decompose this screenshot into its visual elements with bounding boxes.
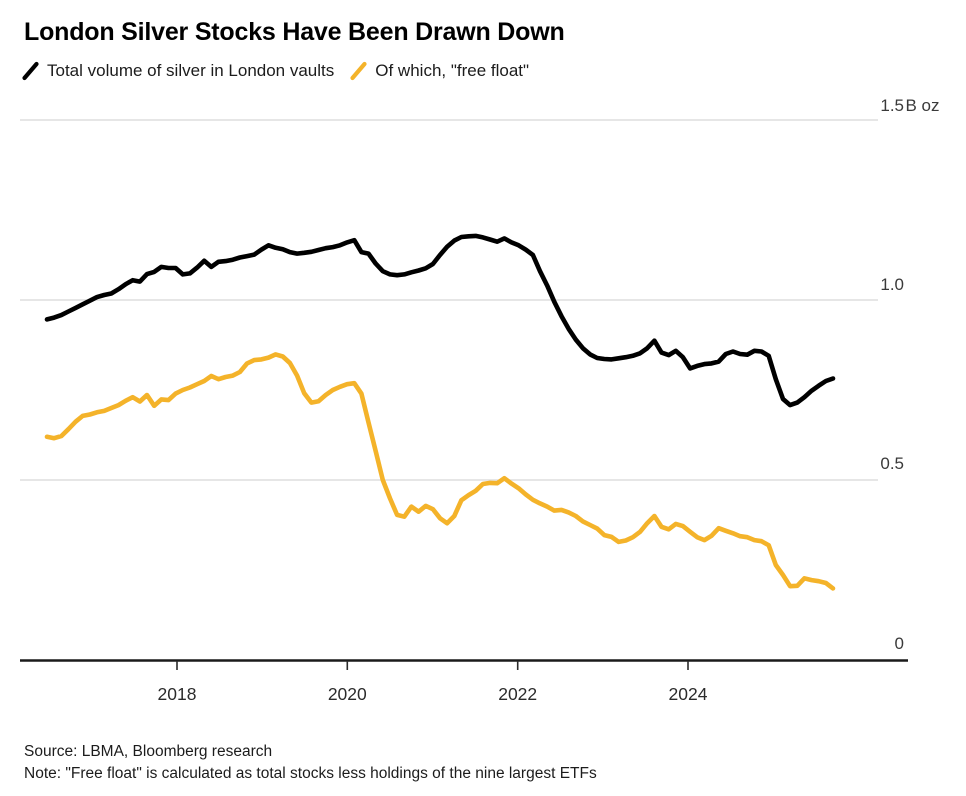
x-label-2024: 2024 [669,684,708,704]
legend-label-free-float: Of which, "free float" [375,61,530,80]
y-label-1-5: 1.5 [880,96,904,115]
y-label-0-5: 0.5 [880,454,904,473]
chart-title: London Silver Stocks Have Been Drawn Dow… [24,18,565,46]
x-label-2022: 2022 [498,684,537,704]
source-line: Source: LBMA, Bloomberg research [24,743,273,760]
chart-footer: Source: LBMA, Bloomberg research Note: "… [24,741,597,785]
note-line: Note: "Free float" is calculated as tota… [24,765,597,782]
y-label-1-0: 1.0 [880,275,904,294]
y-label-unit: B oz [906,96,940,115]
yellow-slash-stroke [350,61,367,81]
series-line-free-float [44,352,836,591]
x-label-2020: 2020 [328,684,367,704]
chart-legend: Total volume of silver in London vaults … [22,60,529,82]
x-label-2018: 2018 [158,684,197,704]
y-label-0: 0 [895,634,904,653]
legend-label-total-volume: Total volume of silver in London vaults [47,61,335,80]
black-slash-stroke [22,61,39,81]
series-line-total-volume [44,233,836,408]
legend-item-total-volume: Total volume of silver in London vaults [22,60,334,82]
black-slash-icon [22,60,39,82]
yellow-slash-icon [350,60,367,82]
legend-item-free-float: Of which, "free float" [350,60,529,82]
